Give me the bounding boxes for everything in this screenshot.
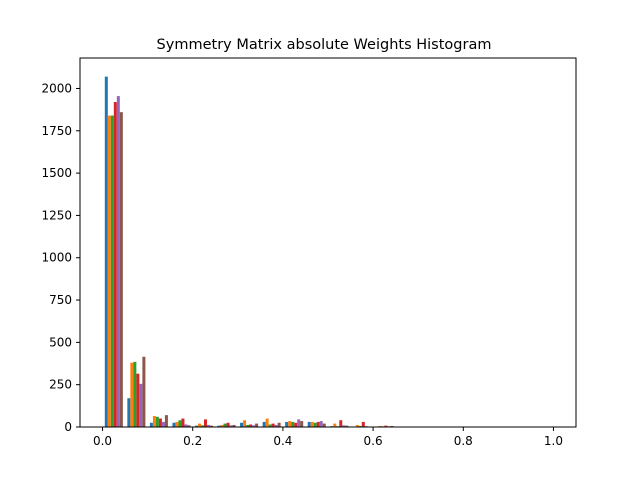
histogram-bar	[107, 115, 111, 428]
histogram-bar	[113, 102, 117, 427]
y-tick-label: 250	[49, 378, 72, 392]
histogram-bar	[310, 421, 314, 427]
histogram-bar	[333, 423, 337, 427]
histogram-bar	[339, 420, 343, 427]
histogram-bar	[274, 424, 278, 427]
histogram-bar	[104, 76, 108, 428]
histogram-bar	[172, 422, 176, 427]
histogram-bar	[161, 421, 165, 427]
histogram-bar	[307, 421, 311, 427]
histogram-bar	[294, 422, 298, 427]
histogram-bar	[265, 418, 269, 427]
histogram-bar	[226, 422, 230, 427]
histogram-bar	[249, 424, 253, 427]
histogram-bar	[262, 421, 266, 427]
histogram-bar	[358, 425, 362, 427]
histogram-bar	[133, 361, 137, 427]
histogram-bar	[277, 422, 281, 427]
histogram-bar	[378, 425, 382, 427]
histogram-bar	[384, 425, 388, 427]
histogram-bar	[110, 115, 114, 428]
histogram-bar	[149, 422, 153, 427]
y-tick-label: 0	[64, 420, 72, 434]
histogram-bar	[342, 425, 346, 427]
y-tick-label: 1250	[41, 208, 72, 222]
histogram-bar	[288, 421, 292, 427]
histogram-bar	[300, 421, 304, 427]
y-tick-label: 1000	[41, 251, 72, 265]
histogram-bar	[316, 421, 320, 427]
histogram-bar	[240, 422, 244, 427]
histogram-bar	[355, 424, 359, 427]
histogram-bar	[243, 420, 247, 427]
histogram-bar	[322, 423, 326, 427]
histogram-bar	[390, 425, 394, 427]
histogram-bar	[345, 425, 349, 427]
histogram-bar	[252, 425, 256, 427]
y-tick-label: 1500	[41, 166, 72, 180]
y-tick-label: 1750	[41, 124, 72, 138]
histogram-bar	[181, 418, 185, 427]
histogram-bar	[127, 398, 131, 427]
histogram-bar	[229, 425, 233, 427]
histogram-bar	[361, 421, 365, 427]
histogram-bar	[197, 423, 201, 427]
histogram-bar	[313, 422, 317, 427]
plot-frame	[79, 57, 577, 428]
histogram-bar	[116, 96, 120, 427]
histogram-bar	[285, 421, 289, 427]
histogram-bar	[184, 424, 188, 427]
y-tick-label: 750	[49, 293, 72, 307]
x-tick-label: 0.6	[364, 434, 383, 448]
y-axis: 0 250 500 750 1000 1250 1500 1750 2000	[41, 81, 80, 434]
chart-title: Symmetry Matrix absolute Weights Histogr…	[157, 37, 492, 53]
histogram-bar	[291, 421, 295, 427]
x-axis: 0.0 0.2 0.4 0.6 0.8 1.0	[93, 427, 563, 448]
x-tick-label: 0.0	[93, 434, 112, 448]
histogram-bar	[187, 425, 191, 427]
histogram-bar	[142, 356, 146, 427]
histogram-bar	[232, 424, 236, 427]
histogram-bar	[207, 424, 211, 427]
histogram-bar	[204, 419, 208, 427]
histogram-bar	[158, 418, 162, 427]
histogram-bar	[268, 424, 272, 427]
histogram-bar	[246, 424, 250, 427]
bars-group	[104, 76, 394, 428]
x-tick-label: 0.2	[183, 434, 202, 448]
x-tick-label: 0.4	[273, 434, 292, 448]
histogram-bar	[319, 421, 323, 427]
histogram-bar	[164, 415, 168, 427]
x-tick-label: 0.8	[454, 434, 473, 448]
histogram-bar	[200, 425, 204, 427]
histogram-bar	[155, 416, 159, 427]
histogram-bar	[271, 423, 275, 427]
histogram-bar	[175, 421, 179, 427]
histogram-bar	[130, 362, 134, 427]
histogram-bar	[194, 425, 198, 427]
histogram-bar	[297, 419, 301, 427]
histogram-bar	[152, 416, 156, 427]
histogram-bar	[210, 425, 214, 427]
histogram-bar	[119, 112, 123, 428]
histogram-bar	[217, 425, 221, 427]
histogram-bar	[178, 420, 182, 427]
histogram-bar	[136, 373, 140, 427]
histogram-bar	[139, 383, 143, 427]
y-tick-label: 500	[49, 335, 72, 349]
y-tick-label: 2000	[41, 81, 72, 95]
x-tick-label: 1.0	[544, 434, 563, 448]
histogram-bar	[223, 423, 227, 427]
histogram-bar	[255, 423, 259, 427]
histogram-bar	[220, 424, 224, 427]
